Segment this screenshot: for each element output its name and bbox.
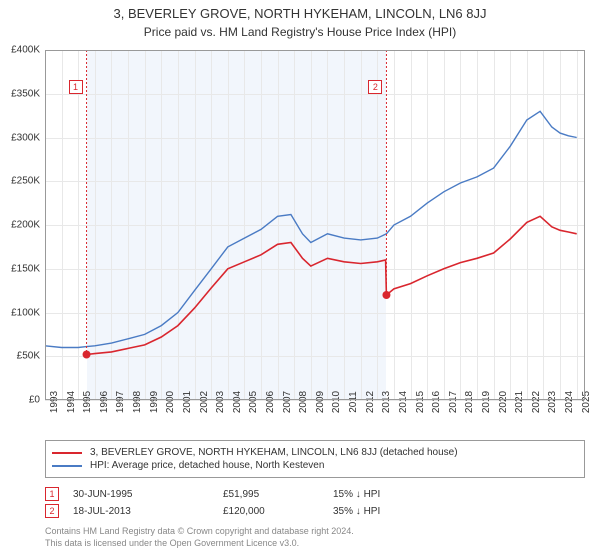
ytick-label: £400K xyxy=(11,45,40,56)
footnote-line-1: Contains HM Land Registry data © Crown c… xyxy=(45,526,354,538)
sale-date: 18-JUL-2013 xyxy=(73,506,223,517)
legend-swatch xyxy=(52,465,82,467)
sales-table: 1 30-JUN-1995£51,99515% ↓ HPI 2 18-JUL-2013… xyxy=(45,484,585,521)
sale-delta: 35% ↓ HPI xyxy=(333,506,585,517)
sale-row: 2 18-JUL-2013£120,00035% ↓ HPI xyxy=(45,504,585,518)
chart-title: 3, BEVERLEY GROVE, NORTH HYKEHAM, LINCOL… xyxy=(0,0,600,21)
sale-price: £51,995 xyxy=(223,489,333,500)
sale-marker-dot xyxy=(382,291,390,299)
ytick-label: £0 xyxy=(29,395,40,406)
series-property xyxy=(87,216,577,354)
footnote-line-2: This data is licensed under the Open Gov… xyxy=(45,538,354,550)
ytick-label: £200K xyxy=(11,220,40,231)
legend-item: HPI: Average price, detached house, Nort… xyxy=(52,460,578,471)
ytick-label: £350K xyxy=(11,88,40,99)
legend-label: 3, BEVERLEY GROVE, NORTH HYKEHAM, LINCOL… xyxy=(90,447,458,458)
footnote: Contains HM Land Registry data © Crown c… xyxy=(45,526,354,549)
chart-subtitle: Price paid vs. HM Land Registry's House … xyxy=(0,21,600,39)
sale-price: £120,000 xyxy=(223,506,333,517)
ytick-label: £250K xyxy=(11,176,40,187)
sale-delta: 15% ↓ HPI xyxy=(333,489,585,500)
legend-label: HPI: Average price, detached house, Nort… xyxy=(90,460,324,471)
series-hpi xyxy=(45,111,577,347)
sale-marker-dot xyxy=(83,351,91,359)
legend-item: 3, BEVERLEY GROVE, NORTH HYKEHAM, LINCOL… xyxy=(52,447,578,458)
plot-area: £0£50K£100K£150K£200K£250K£300K£350K£400… xyxy=(45,50,585,400)
sale-row-marker: 2 xyxy=(45,504,59,518)
chart-container: 3, BEVERLEY GROVE, NORTH HYKEHAM, LINCOL… xyxy=(0,0,600,560)
sale-row: 1 30-JUN-1995£51,99515% ↓ HPI xyxy=(45,487,585,501)
sale-date: 30-JUN-1995 xyxy=(73,489,223,500)
plot-svg xyxy=(45,50,585,400)
legend: 3, BEVERLEY GROVE, NORTH HYKEHAM, LINCOL… xyxy=(45,440,585,478)
ytick-label: £300K xyxy=(11,132,40,143)
sale-row-marker: 1 xyxy=(45,487,59,501)
ytick-label: £100K xyxy=(11,307,40,318)
ytick-label: £50K xyxy=(17,351,40,362)
legend-swatch xyxy=(52,452,82,454)
ytick-label: £150K xyxy=(11,263,40,274)
